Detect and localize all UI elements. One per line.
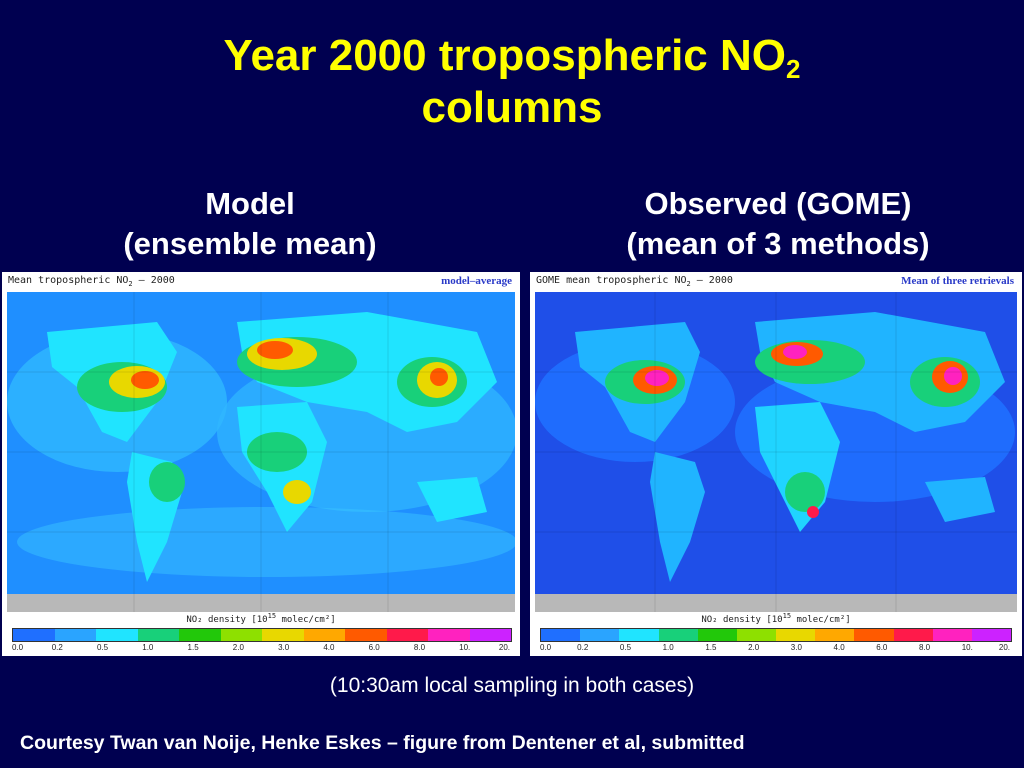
tick-label: 1.0 bbox=[142, 643, 154, 652]
color-swatch-10 bbox=[428, 629, 470, 641]
tick-label: 4.0 bbox=[323, 643, 335, 652]
gome-map-tag: Mean of three retrievals bbox=[901, 275, 1014, 287]
tick-label: 1.5 bbox=[705, 643, 717, 652]
title-line-2: columns bbox=[421, 83, 603, 132]
tick-label: 1.5 bbox=[187, 643, 199, 652]
color-swatch-9 bbox=[386, 629, 428, 641]
gome-map-panel: GOME mean tropospheric NO2 – 2000 Mean o… bbox=[530, 272, 1022, 656]
tick-label: 10. bbox=[459, 643, 471, 652]
right-panel-heading: Observed (GOME) (mean of 3 methods) bbox=[626, 186, 930, 261]
color-swatch-8 bbox=[854, 629, 894, 641]
gome-color-bar bbox=[540, 628, 1012, 642]
model-map-panel: Mean tropospheric NO2 – 2000 model–avera… bbox=[2, 272, 520, 656]
tick-label: 2.0 bbox=[748, 643, 760, 652]
model-map-title: Mean tropospheric NO2 – 2000 bbox=[8, 275, 175, 288]
color-swatch-9 bbox=[893, 629, 933, 641]
tick-label: 0.5 bbox=[619, 643, 632, 652]
tick-label: 3.0 bbox=[278, 643, 290, 652]
gome-legend-label: NO₂ density [1015 molec/cm²] bbox=[701, 612, 851, 625]
gome-map-title: GOME mean tropospheric NO2 – 2000 bbox=[536, 275, 733, 288]
tick-label: 6.0 bbox=[368, 643, 380, 652]
color-swatch-8 bbox=[345, 629, 387, 641]
title-line-1: Year 2000 tropospheric NO2 bbox=[223, 31, 801, 84]
slide-title: Year 2000 tropospheric NO2 columns bbox=[0, 30, 1024, 134]
color-swatch-4 bbox=[179, 629, 221, 641]
color-swatch-5 bbox=[736, 629, 777, 641]
tick-label: 0.2 bbox=[577, 643, 589, 652]
color-swatch-2 bbox=[619, 629, 659, 641]
tick-label: 3.0 bbox=[790, 643, 802, 652]
color-swatch-6 bbox=[262, 629, 304, 641]
color-swatch-11 bbox=[971, 629, 1012, 641]
tick-label: 20. bbox=[498, 643, 510, 652]
color-swatch-3 bbox=[137, 629, 179, 641]
color-swatch-0 bbox=[13, 629, 55, 641]
sampling-note: (10:30am local sampling in both cases) bbox=[329, 674, 695, 697]
model-map bbox=[7, 292, 515, 612]
tick-label: 2.0 bbox=[232, 643, 244, 652]
color-swatch-1 bbox=[54, 629, 96, 641]
color-swatch-6 bbox=[776, 629, 816, 641]
tick-label: 8.0 bbox=[918, 643, 931, 652]
left-panel-heading: Model (ensemble mean) bbox=[123, 186, 377, 261]
color-swatch-7 bbox=[815, 629, 855, 641]
color-swatch-0 bbox=[541, 629, 581, 641]
color-swatch-3 bbox=[658, 629, 698, 641]
tick-label: 20. bbox=[998, 643, 1010, 652]
color-swatch-11 bbox=[469, 629, 511, 641]
model-legend-label: NO₂ density [1015 molec/cm²] bbox=[186, 612, 336, 625]
color-swatch-7 bbox=[303, 629, 345, 641]
tick-label: 0.0 bbox=[540, 643, 552, 652]
model-map-tag: model–average bbox=[441, 275, 512, 287]
color-swatch-2 bbox=[96, 629, 138, 641]
tick-label: 10. bbox=[961, 643, 973, 652]
color-swatch-5 bbox=[220, 629, 262, 641]
tick-label: 0.5 bbox=[96, 643, 109, 652]
tick-label: 0.0 bbox=[12, 643, 24, 652]
tick-label: 1.0 bbox=[662, 643, 674, 652]
color-swatch-4 bbox=[697, 629, 737, 641]
model-color-ticks: 0.0 0.2 0.5 1.0 1.5 2.0 3.0 4.0 6.0 8.0 10. 20. bbox=[12, 643, 510, 654]
gome-map bbox=[535, 292, 1017, 612]
tick-label: 4.0 bbox=[833, 643, 845, 652]
gome-color-ticks: 0.0 0.2 0.5 1.0 1.5 2.0 3.0 4.0 6.0 8.0 10. 20. bbox=[540, 643, 1010, 654]
tick-label: 0.2 bbox=[51, 643, 63, 652]
model-color-bar bbox=[12, 628, 512, 642]
tick-label: 6.0 bbox=[876, 643, 888, 652]
color-swatch-1 bbox=[580, 629, 620, 641]
tick-label: 8.0 bbox=[413, 643, 426, 652]
credit-line: Courtesy Twan van Noije, Henke Eskes – f… bbox=[20, 732, 745, 754]
color-swatch-10 bbox=[932, 629, 972, 641]
